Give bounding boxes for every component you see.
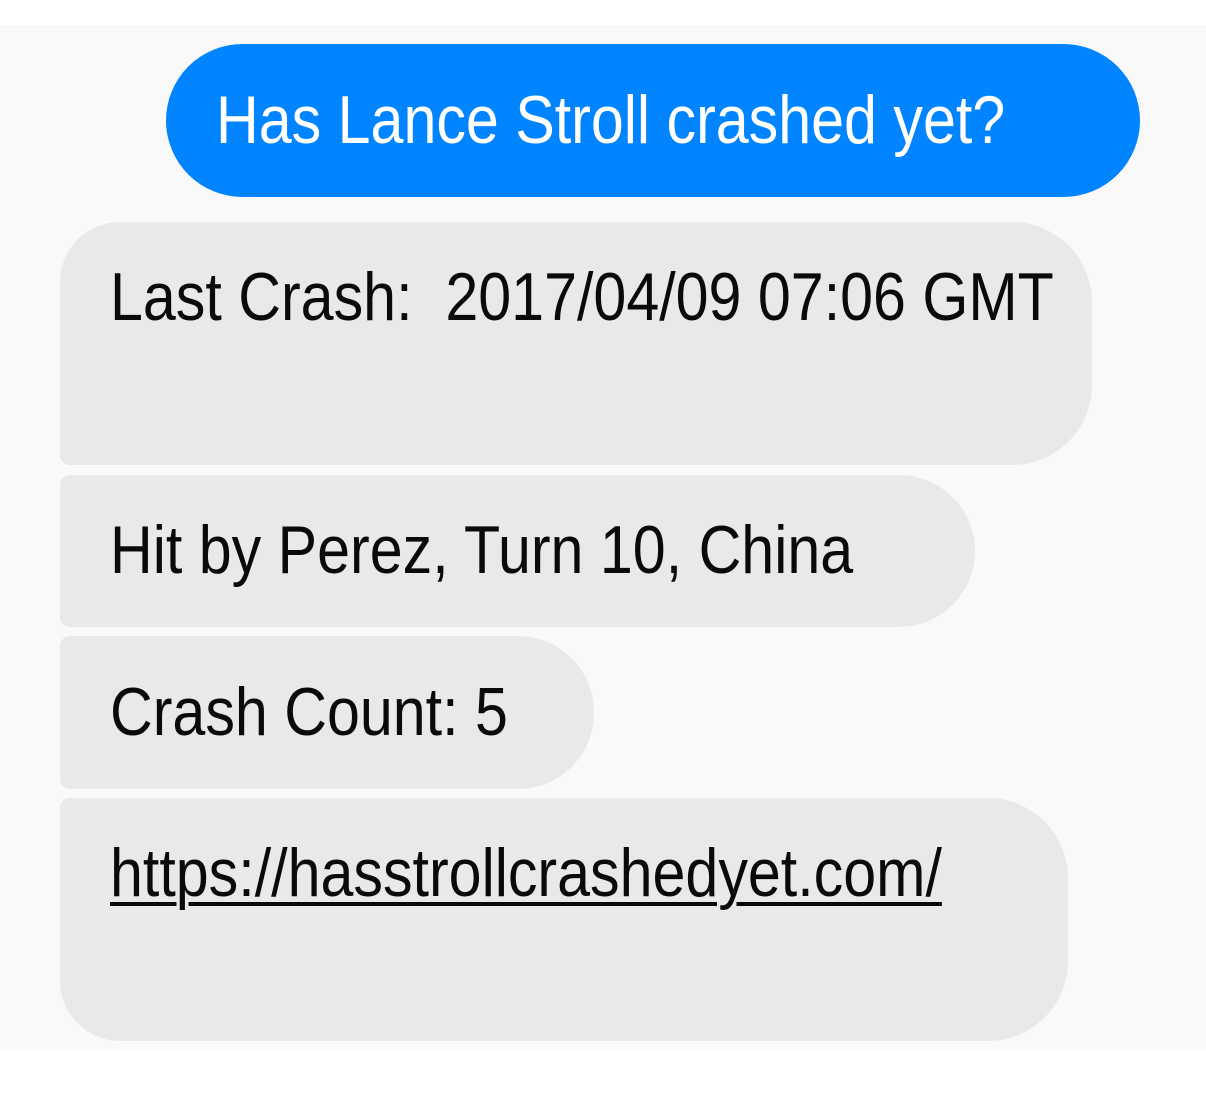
sent-text: Has Lance Stroll crashed yet? xyxy=(216,82,1006,158)
sent-bubble xyxy=(166,44,1140,197)
received-bubble xyxy=(60,222,1092,465)
received-bubble xyxy=(60,475,975,627)
received-text: Hit by Perez, Turn 10, China xyxy=(110,512,854,588)
received-text: Crash Count: 5 xyxy=(110,674,508,750)
link-text[interactable]: https://hasstrollcrashedyet.com/ xyxy=(110,835,942,911)
received-text: Last Crash: 2017/04/09 07:06 GMT xyxy=(110,259,1054,335)
received-bubble xyxy=(60,636,594,789)
received-bubble xyxy=(60,798,1068,1041)
